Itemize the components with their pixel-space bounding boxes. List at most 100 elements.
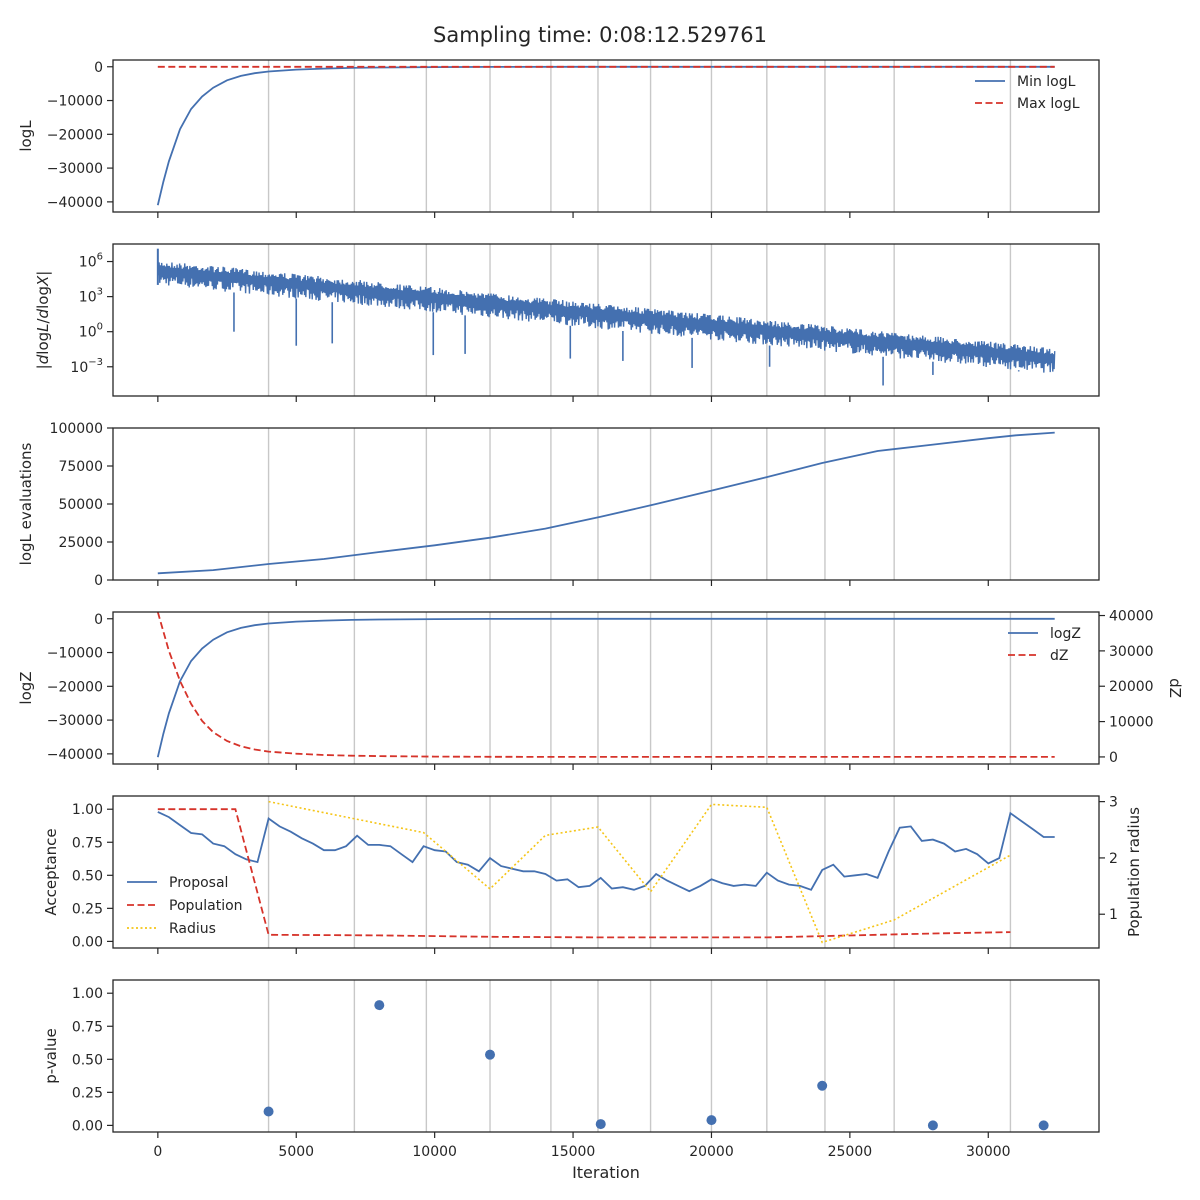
series-proposal-line [157,811,1055,893]
pvalue-point [927,1120,938,1131]
pvalue-point [374,1000,385,1011]
axes-frame [112,59,1100,213]
y-tick-label-base: 10 [70,360,88,376]
y-tick-label: 50000 [58,497,103,513]
y-tick-label: −30000 [47,713,103,729]
plot-area [113,428,1099,580]
y-tick-label: −40000 [47,747,103,763]
pvalue-point [485,1049,496,1060]
y-axis-label-part: log [34,286,52,309]
panel-pvalue: 0.00 0.25 0.50 0.75 1.00 0 5000 10000 15000 20000… [42,979,1100,1182]
y2-tick-label: 2 [1109,851,1118,867]
suptitle: Sampling time: 0:08:12.529761 [433,23,767,47]
legend-label: logZ [1050,626,1081,642]
x-tick-label: 0 [153,1144,162,1160]
y-axis-label-part: log [34,332,52,355]
y-axis-label: logL evaluations [17,442,35,565]
y-tick-label-exponent: 6 [97,252,103,263]
y-tick-label-exponent: −3 [88,357,103,368]
y-tick-label: 1.00 [72,802,103,818]
y-tick-label: −20000 [47,127,103,143]
y-tick-label: −20000 [47,679,103,695]
panel-acceptance: 0.00 0.25 0.50 0.75 1.00 1 2 3 Acceptance Populat… [42,795,1143,954]
y-tick-label-base: 10 [79,290,97,306]
y-axis-label-part: L [34,323,52,331]
y-axis-label-part: / [34,317,52,323]
y-axis-label: p-value [42,1028,60,1084]
y2-tick-label: 0 [1109,750,1118,766]
plot-area [113,60,1099,212]
y-axis-label-part: | [34,271,52,276]
axes-frame [112,979,1100,1133]
y-tick-label: 0 [94,612,103,628]
pvalue-point [1038,1120,1049,1131]
y2-tick-label: 30000 [1109,644,1154,660]
y-tick-label: 25000 [58,535,103,551]
axes-frame [112,243,1100,397]
y-tick-label: 0.00 [72,1118,103,1134]
y-tick-label: 1.00 [72,986,103,1002]
pvalue-point [817,1080,828,1091]
y-tick-label: 0.00 [72,934,103,950]
legend-label: Proposal [169,875,228,891]
panel-logz: 0 −10000 −20000 −30000 −40000 0 10000 20000 3000… [17,609,1184,770]
y-tick-label: −10000 [47,646,103,662]
y-tick-label-exponent: 0 [97,322,103,333]
plot-area [113,612,1099,764]
legend-label: Population [169,898,243,914]
y-tick-label-exponent: 3 [97,287,103,298]
y-tick-label-base: 10 [79,255,97,271]
series-gradient-line [157,260,1056,373]
y-tick-label: 106 [79,252,103,271]
y-axis-label: Acceptance [42,828,60,915]
axes-frame [112,427,1100,581]
y2-tick-label: 20000 [1109,679,1154,695]
y2-tick-label: 3 [1109,795,1118,811]
pvalue-point [263,1106,274,1117]
y-axis-label-part: d [34,308,52,318]
series-logz-line [156,617,1055,758]
y2-tick-label: 40000 [1109,609,1154,625]
y-tick-label: 0.25 [72,1085,103,1101]
series-population-line [157,808,1011,939]
pvalue-point [706,1115,717,1126]
x-tick-label: 5000 [278,1144,314,1160]
y2-axis-label: dZ [1166,678,1184,698]
x-tick-label: 10000 [412,1144,457,1160]
y-tick-label: −40000 [47,195,103,211]
y-tick-label: 0.50 [72,868,103,884]
series-ncall-line [157,431,1055,575]
y-tick-label-base: 10 [79,325,97,341]
plot-area [113,980,1099,1132]
y-tick-label: 0.25 [72,901,103,917]
x-tick-label: 25000 [828,1144,873,1160]
axes-frame [112,795,1100,949]
legend-label: dZ [1050,648,1068,664]
y-tick-label: 75000 [58,459,103,475]
y-tick-label: 10−3 [70,357,103,376]
y-axis-label-part: X [34,275,52,287]
x-axis-label: Iteration [572,1163,640,1182]
y2-axis-label: Population radius [1125,807,1143,937]
y-tick-label: 0.75 [72,835,103,851]
y-tick-label: 103 [79,287,103,306]
y-tick-label: 0.75 [72,1019,103,1035]
legend-label: Radius [169,921,216,937]
legend-label: Min logL [1017,74,1076,90]
y-tick-label: −10000 [47,94,103,110]
y-tick-label: −30000 [47,161,103,177]
panel-ncall: 0 25000 50000 75000 100000 logL evaluations [17,421,1100,589]
x-tick-label: 30000 [966,1144,1011,1160]
y-tick-label: 0 [94,573,103,589]
x-tick-label: 20000 [689,1144,734,1160]
y-axis-label-part: d [34,354,52,364]
pvalue-point [595,1119,606,1130]
plot-area [113,796,1099,948]
x-tick-label: 15000 [551,1144,596,1160]
axes-frame [112,611,1100,765]
y2-tick-label: 1 [1109,907,1118,923]
panel-loglike: 0 −10000 −20000 −30000 −40000 logL Min logL Max… [17,59,1100,218]
